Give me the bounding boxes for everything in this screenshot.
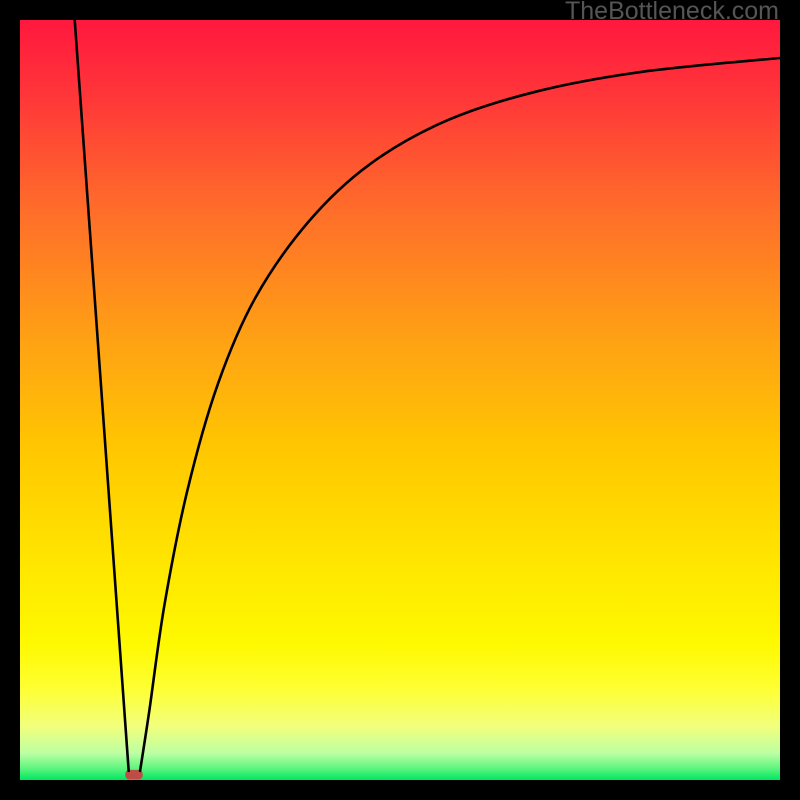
watermark-label: TheBottleneck.com (565, 0, 779, 26)
bottleneck-chart (20, 20, 780, 780)
gradient-background (20, 20, 780, 780)
